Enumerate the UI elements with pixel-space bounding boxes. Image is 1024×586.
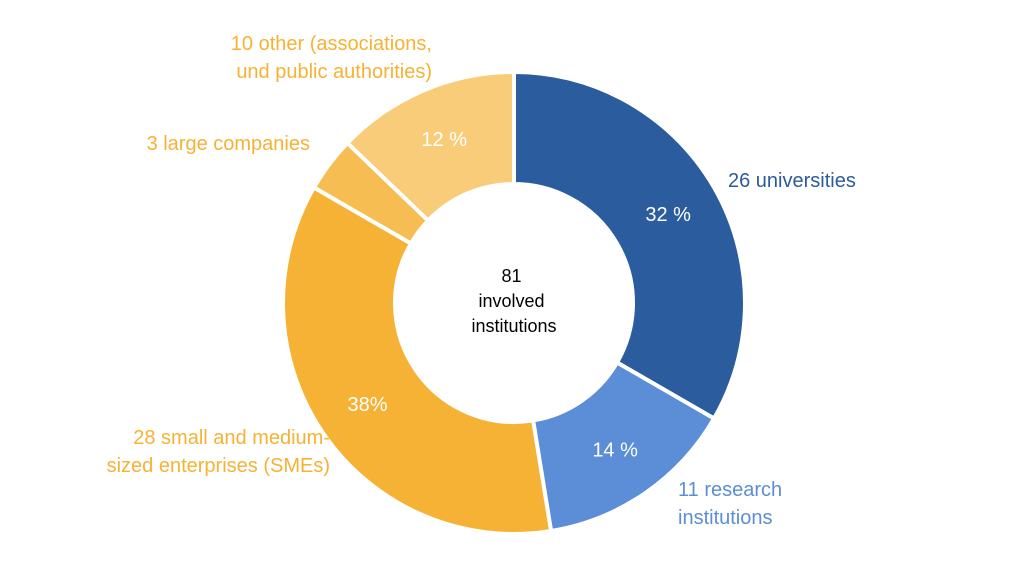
category-labels: 26 universities 11 research institutions 28… <box>107 33 856 529</box>
percent-labels: 32 % 14 % 38% 12 % <box>347 129 691 461</box>
percent-label-2: 14 % <box>592 439 638 461</box>
category-label-5-line-2: und public authorities) <box>236 61 432 83</box>
percent-label-1: 32 % <box>645 204 691 226</box>
center-label-line-1: 81 <box>501 266 521 286</box>
category-label-5: 10 other (associations, und public author… <box>231 33 432 83</box>
category-label-3-line-1: 28 small and medium- <box>133 427 330 449</box>
category-label-3-line-2: sized enterprises (SMEs) <box>107 455 330 477</box>
category-label-5-line-1: 10 other (associations, <box>231 33 432 55</box>
donut-slices <box>281 69 747 536</box>
category-label-2-line-1: 11 research <box>678 479 782 501</box>
donut-slice-2 <box>530 359 717 534</box>
percent-label-3: 38% <box>347 394 387 416</box>
category-label-2: 11 research institutions <box>678 479 782 529</box>
center-label-line-3: institutions <box>471 316 556 336</box>
donut-slice-3 <box>281 184 554 536</box>
donut-slice-5 <box>344 69 516 224</box>
center-label-line-2: involved <box>478 291 544 311</box>
category-label-1-line-1: 26 universities <box>728 170 856 192</box>
category-label-2-line-2: institutions <box>678 507 773 529</box>
category-label-1: 26 universities <box>728 170 856 192</box>
percent-label-5: 12 % <box>421 129 467 151</box>
center-label: 81 involved institutions <box>471 266 556 336</box>
category-label-4: 3 large companies <box>147 133 310 155</box>
category-label-3: 28 small and medium-sized enterprises (S… <box>107 427 330 477</box>
category-label-4-line-1: 3 large companies <box>147 133 310 155</box>
donut-slice-1 <box>512 69 747 422</box>
